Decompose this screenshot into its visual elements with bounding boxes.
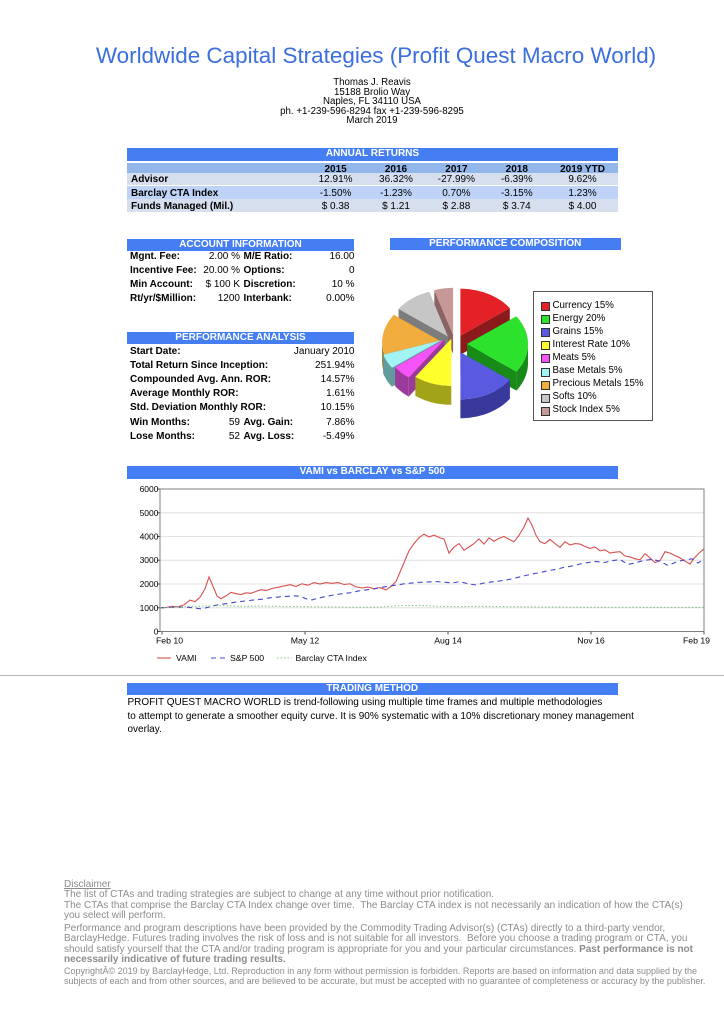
svg-text:S&P 500: S&P 500 (230, 653, 264, 663)
svg-text:May 12: May 12 (291, 636, 320, 646)
svg-text:Feb 19: Feb 19 (683, 636, 710, 646)
svg-text:5000: 5000 (140, 508, 159, 518)
svg-text:Aug 14: Aug 14 (434, 636, 462, 646)
svg-text:4000: 4000 (140, 532, 159, 542)
svg-text:Nov 16: Nov 16 (577, 636, 605, 646)
svg-text:VAMI: VAMI (176, 653, 197, 663)
svg-text:0: 0 (154, 627, 159, 637)
svg-text:1000: 1000 (140, 603, 159, 613)
svg-text:3000: 3000 (140, 555, 159, 565)
svg-text:Feb 10: Feb 10 (156, 636, 183, 646)
svg-text:6000: 6000 (140, 484, 159, 494)
svg-text:Barclay CTA Index: Barclay CTA Index (296, 653, 368, 663)
svg-text:2000: 2000 (140, 579, 159, 589)
